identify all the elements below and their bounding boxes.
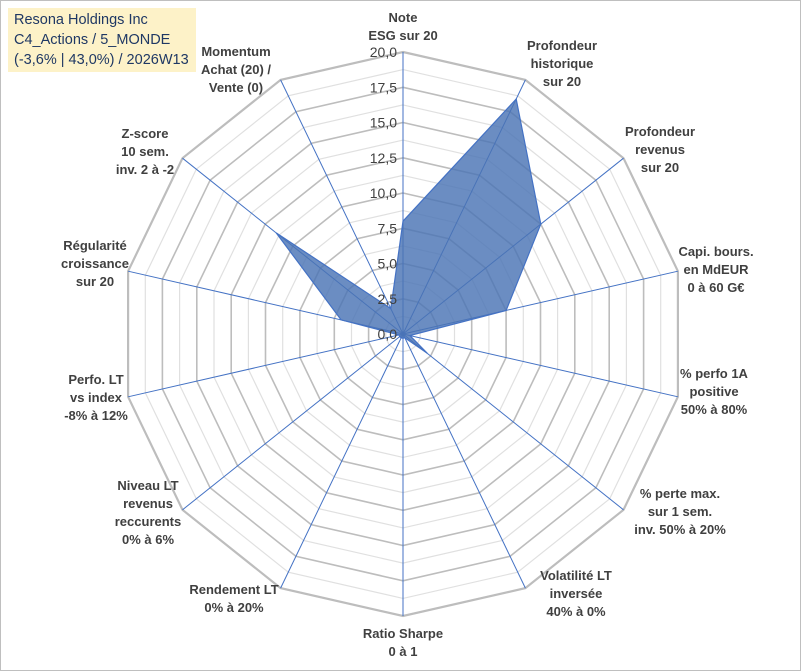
spoke-line: [280, 79, 404, 335]
axis-label: Rendement LT 0% à 20%: [189, 582, 278, 615]
axis-label: Perfo. LT vs index -8% à 12%: [64, 372, 128, 423]
tick-label: 17,5: [370, 79, 397, 95]
axis-label: Régularité croissance sur 20: [61, 238, 129, 289]
spoke-line: [280, 333, 404, 589]
axis-label: Profondeur historique sur 20: [527, 38, 597, 89]
tick-label: 5,0: [378, 256, 398, 272]
portfolio-name: C4_Actions / 5_MONDE: [14, 32, 171, 48]
tick-label: 7,5: [378, 220, 398, 236]
axis-label: Z-score 10 sem. inv. 2 à -2: [116, 126, 174, 177]
axis-label: Volatilité LT inversée 40% à 0%: [540, 568, 612, 619]
info-box: Resona Holdings Inc C4_Actions / 5_MONDE…: [8, 8, 196, 72]
spoke-line: [402, 333, 624, 511]
tick-label: 10,0: [370, 185, 397, 201]
spoke-line: [182, 333, 404, 511]
radar-series: [275, 97, 542, 354]
axis-label: % perte max. sur 1 sem. inv. 50% à 20%: [634, 486, 726, 537]
radar-tick-labels: 0,0 2,5 5,0 7,5 10,0 12,5 15,0 17,5 20,0: [370, 44, 397, 342]
axis-label: % perfo 1A positive 50% à 80%: [680, 366, 749, 417]
spoke-line: [402, 333, 679, 398]
axis-label: Ratio Sharpe 0 à 1: [363, 626, 443, 659]
tick-label: 0,0: [378, 326, 398, 342]
axis-label: Profondeur revenus sur 20: [625, 124, 695, 175]
series-area: [275, 97, 542, 354]
spoke-line: [402, 333, 526, 589]
performance-summary: (-3,6% | 43,0%) / 2026W13: [14, 52, 189, 68]
tick-label: 12,5: [370, 150, 397, 166]
radar-axis-labels: Note ESG sur 20 Profondeur historique sur 20…: [61, 10, 754, 659]
axis-label: Capi. bours. en MdEUR 0 à 60 G€: [678, 244, 753, 295]
tick-label: 2,5: [378, 291, 398, 307]
tick-label: 15,0: [370, 115, 397, 131]
axis-label: Niveau LT revenus reccurents 0% à 6%: [115, 478, 181, 547]
company-name: Resona Holdings Inc: [14, 12, 148, 28]
spoke-line: [127, 333, 404, 398]
axis-label: Note ESG sur 20: [368, 10, 437, 43]
axis-label: Momentum Achat (20) / Vente (0): [201, 44, 271, 95]
tick-label: 20,0: [370, 44, 397, 60]
